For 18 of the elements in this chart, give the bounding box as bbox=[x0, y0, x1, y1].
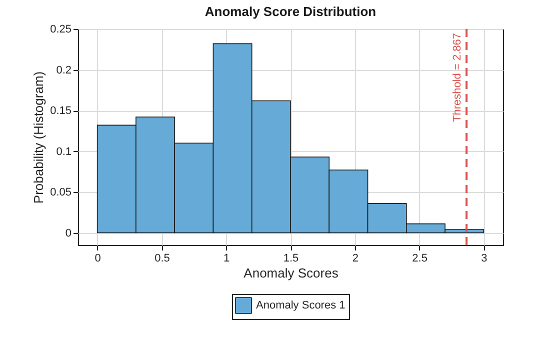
x-tick-label: 0.5 bbox=[154, 252, 170, 264]
x-tick-label: 3 bbox=[481, 252, 488, 264]
y-tick-label: 0.1 bbox=[56, 146, 72, 158]
x-axis-title: Anomaly Scores bbox=[244, 266, 339, 280]
y-tick-label: 0.2 bbox=[56, 64, 72, 76]
x-tick-label: 2 bbox=[352, 252, 358, 264]
x-tick-label: 0 bbox=[94, 252, 101, 264]
y-tick-label: 0.15 bbox=[50, 105, 72, 118]
y-tick-label: 0 bbox=[65, 227, 72, 240]
x-tick-label: 1.5 bbox=[283, 252, 299, 264]
y-axis-title: Probability (Histogram) bbox=[31, 71, 46, 204]
ref-line-label: Threshold = 2.867 bbox=[452, 33, 464, 122]
y-tick-label: 0.25 bbox=[50, 24, 72, 36]
legend-label: Anomaly Scores 1 bbox=[256, 300, 346, 312]
chart-title: Anomaly Score Distribution bbox=[204, 4, 376, 19]
x-tick-label: 2.5 bbox=[412, 252, 428, 264]
x-tick-label: 1 bbox=[224, 252, 230, 264]
y-tick-label: 0.05 bbox=[50, 186, 72, 199]
